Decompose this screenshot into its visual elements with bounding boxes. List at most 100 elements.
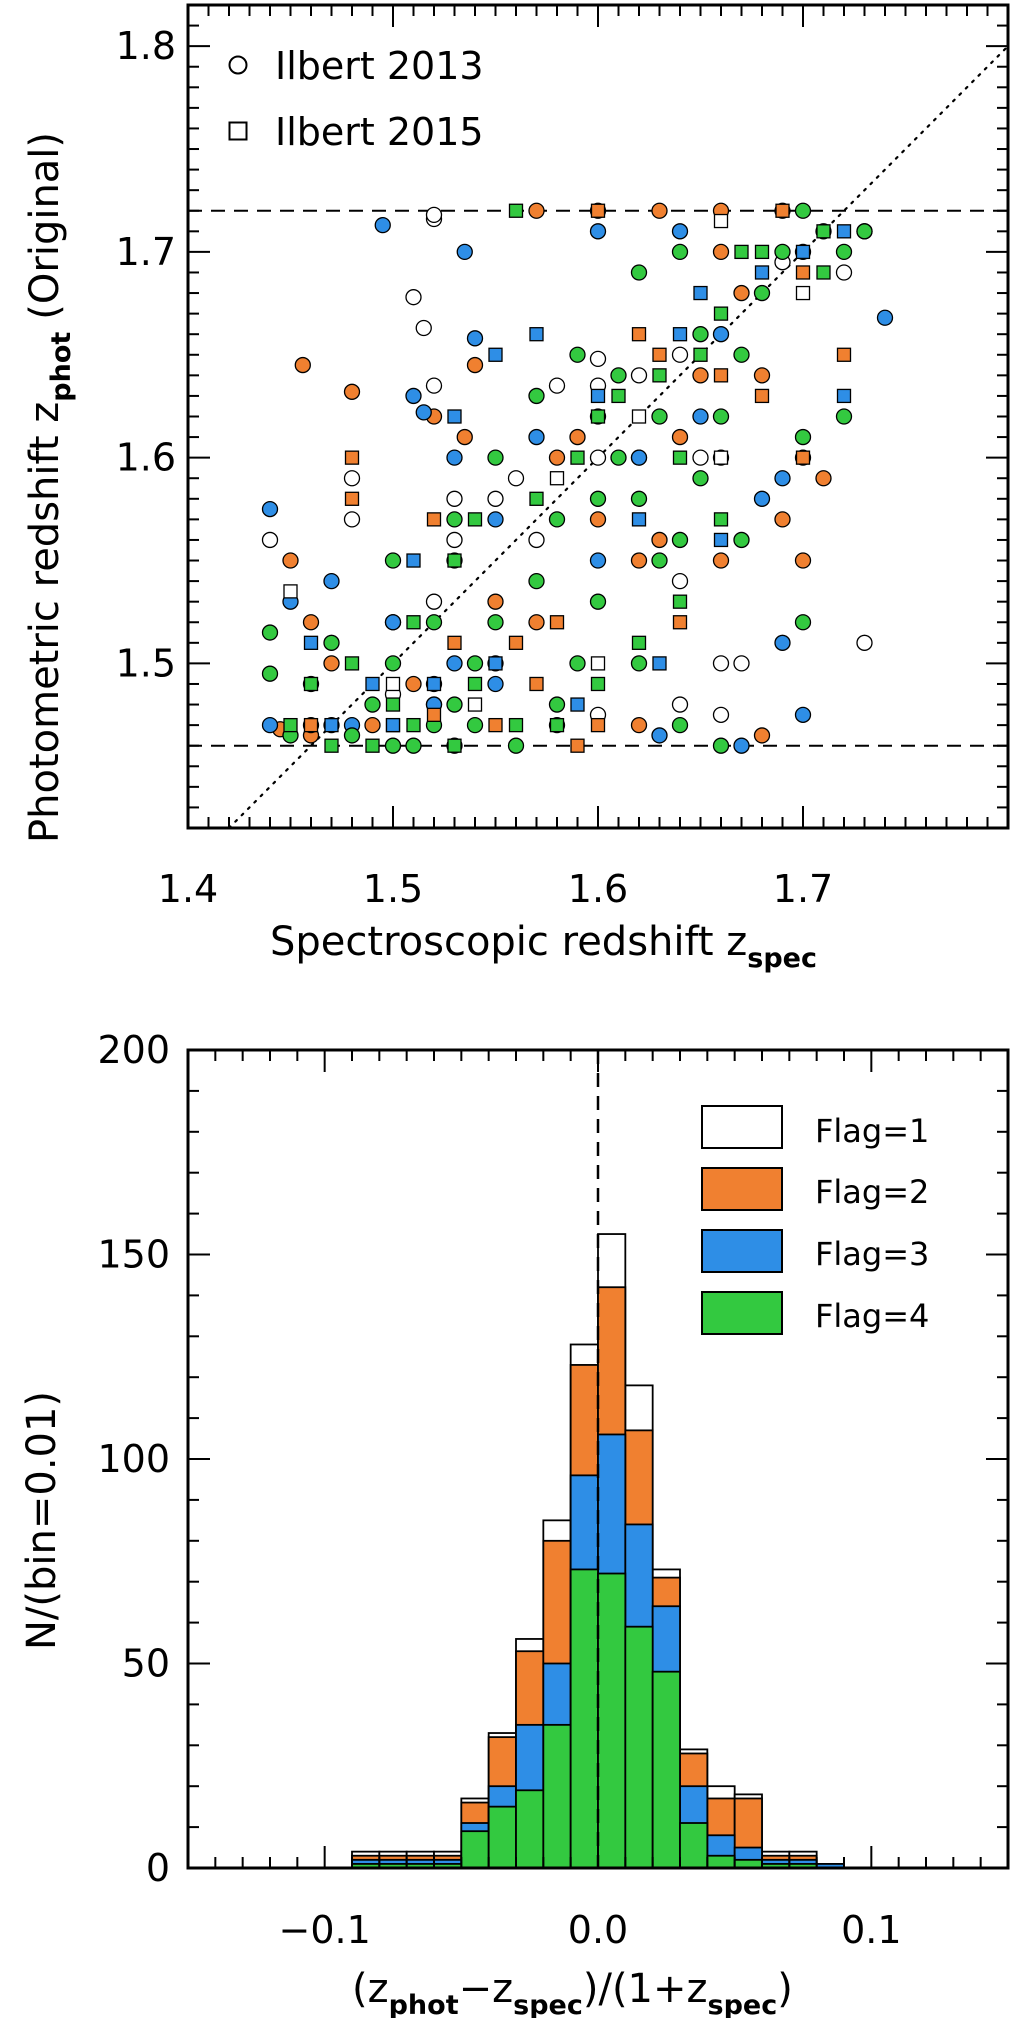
scatter-guides (188, 45, 1010, 830)
data-point-square (467, 512, 483, 527)
scatter-tick-labels: 1.4 1.5 1.6 1.7 1.5 1.6 1.7 1.8 (116, 24, 834, 911)
data-point-circle (487, 490, 504, 507)
data-point-square (590, 409, 606, 424)
data-point-circle (630, 490, 648, 507)
data-point-square (631, 409, 647, 424)
data-point-circle (446, 531, 463, 549)
data-point-circle (528, 428, 545, 446)
data-point-square (652, 347, 667, 362)
data-point-square (406, 615, 421, 630)
data-point-square (836, 388, 852, 404)
x-tick-label: 1.5 (363, 867, 423, 911)
x-tick-label: 0.1 (841, 1908, 901, 1952)
data-point-circle (630, 655, 648, 672)
data-point-circle (712, 737, 730, 754)
data-point-circle (569, 428, 586, 446)
histogram-bar-flag4 (624, 1625, 654, 1869)
data-point-square (447, 635, 462, 650)
data-point-circle (753, 727, 771, 744)
data-point-circle (712, 408, 730, 425)
data-point-square (406, 553, 421, 568)
data-point-square (754, 265, 770, 280)
histogram-bar-flag4 (706, 1854, 736, 1869)
data-point-square (652, 368, 667, 383)
scatter-ticks (187, 4, 1009, 829)
data-point-circle (282, 552, 299, 569)
data-point-circle (261, 665, 279, 682)
data-point-square (324, 717, 339, 733)
legend-label-flag2: Flag=2 (815, 1173, 929, 1211)
one-to-one-line (227, 45, 1010, 830)
data-point-circle (374, 217, 391, 234)
data-point-square (816, 224, 831, 239)
data-point-square (570, 738, 585, 753)
data-point-square (631, 635, 647, 650)
data-point-circle (487, 593, 504, 610)
data-point-circle (446, 655, 463, 672)
data-point-circle (630, 552, 648, 569)
legend-swatch-flag1 (701, 1105, 783, 1149)
data-point-circle (671, 243, 689, 261)
data-point-circle (405, 675, 422, 693)
data-point-square (344, 491, 360, 506)
data-point-circle (343, 383, 361, 400)
data-point-circle (302, 614, 320, 631)
data-point-circle (261, 500, 279, 518)
data-point-square (488, 717, 503, 733)
data-point-circle (630, 367, 648, 384)
data-point-circle (835, 264, 853, 281)
x-tick-label: −0.1 (279, 1908, 371, 1952)
legend-swatch-flag2 (701, 1167, 783, 1211)
legend-swatch-flag4 (701, 1291, 783, 1335)
histogram-bar-flag4 (651, 1670, 681, 1869)
x-tick-label: 0.0 (568, 1908, 628, 1952)
data-point-square (549, 717, 565, 733)
data-point-square (283, 584, 298, 599)
data-point-square (713, 213, 729, 229)
data-point-circle (692, 470, 709, 487)
data-point-circle (487, 614, 504, 631)
scatter-x-axis-label: Spectroscopic redshift zspec (270, 919, 817, 974)
histogram-bar-flag4 (542, 1723, 572, 1869)
data-point-circle (589, 449, 607, 466)
data-point-square (713, 450, 729, 465)
data-point-square (672, 450, 688, 465)
data-point-circle (589, 552, 607, 569)
data-point-square (590, 656, 606, 671)
data-point-square (508, 203, 524, 218)
data-point-circle (343, 727, 361, 744)
data-point-circle (774, 243, 791, 261)
data-point-square (754, 244, 770, 260)
y-tick-label: 0 (146, 1846, 170, 1890)
data-point-circle (835, 408, 853, 425)
data-point-circle (651, 202, 668, 219)
data-point-circle (466, 716, 484, 734)
data-point-square (426, 676, 442, 692)
data-point-circle (671, 716, 689, 734)
data-point-square (754, 388, 770, 404)
histogram-bar-flag4 (460, 1830, 490, 1869)
legend-label-ilbert-2015: Ilbert 2015 (275, 110, 484, 154)
data-point-circle (712, 706, 730, 723)
histogram-ticks (187, 1049, 1009, 1869)
data-point-circle (384, 552, 402, 569)
data-point-circle (528, 202, 545, 219)
data-point-circle (733, 531, 750, 549)
data-point-square (303, 717, 319, 733)
data-point-circle (651, 727, 668, 744)
data-point-square (344, 450, 360, 465)
data-point-square (283, 717, 298, 733)
histogram-panel: −0.1 0.0 0.1 0 50 100 150 200 Flag=1 Flag=2 Fla… (19, 1028, 1010, 2018)
data-point-circle (630, 716, 648, 734)
data-point-circle (261, 716, 279, 734)
histogram-tick-labels: −0.1 0.0 0.1 0 50 100 150 200 (97, 1028, 901, 1952)
data-point-square (693, 347, 708, 362)
data-point-square (713, 532, 729, 548)
data-point-circle (528, 387, 545, 405)
data-point-circle (294, 356, 311, 374)
data-point-circle (651, 408, 668, 425)
data-point-square (488, 347, 503, 362)
data-point-square (795, 244, 811, 260)
data-point-square (365, 676, 380, 692)
